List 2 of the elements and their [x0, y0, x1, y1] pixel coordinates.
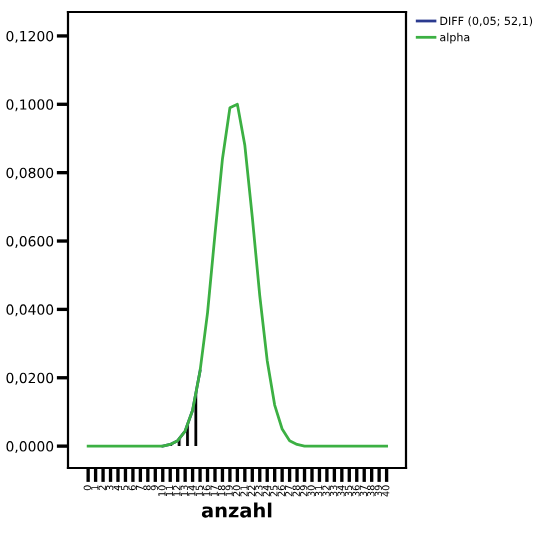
x-axis-title: anzahl — [201, 502, 272, 518]
line-series — [86, 102, 388, 448]
